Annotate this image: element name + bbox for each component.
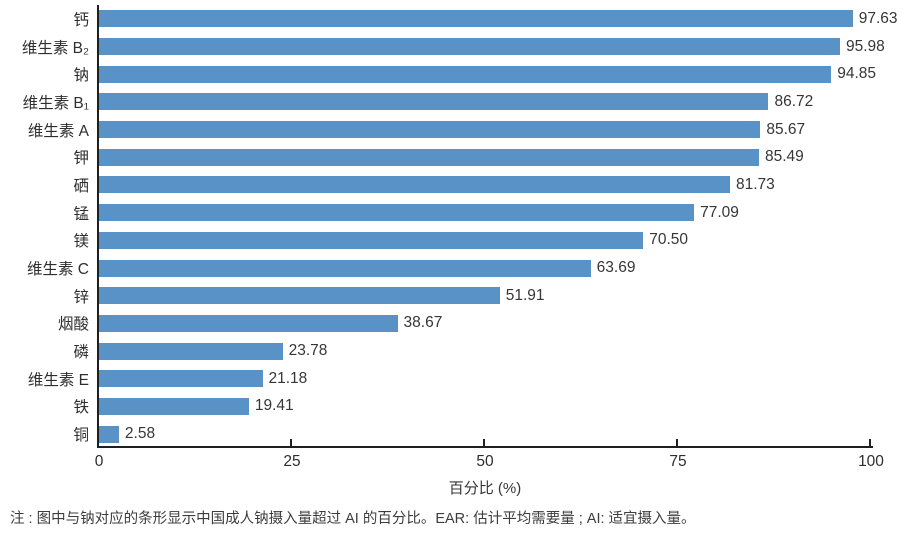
bar-track: 85.67	[99, 120, 871, 139]
bar-row: 铁 19.41	[0, 393, 908, 421]
value-label: 85.49	[764, 148, 804, 166]
bar-track: 81.73	[99, 175, 871, 194]
value-label: 94.85	[837, 65, 877, 83]
bar-row: 维生素 B₁ 86.72	[0, 88, 908, 116]
x-axis-line	[97, 446, 873, 448]
category-label: 硒	[73, 177, 89, 195]
value-label: 63.69	[596, 259, 636, 277]
value-label: 95.98	[845, 37, 885, 55]
bar-track: 70.50	[99, 231, 871, 249]
bar-track: 51.91	[99, 286, 871, 305]
x-tick-label: 100	[858, 453, 884, 470]
bar-row: 硒 81.73	[0, 171, 908, 199]
category-label: 锰	[73, 205, 89, 223]
bar	[99, 370, 263, 388]
x-tick-mark	[483, 439, 485, 446]
x-tick-label: 50	[476, 453, 494, 470]
y-axis-line	[97, 5, 99, 448]
value-label: 19.41	[254, 397, 294, 415]
value-label: 23.78	[288, 342, 328, 360]
category-label: 维生素 C	[26, 261, 89, 279]
category-label: 烟酸	[57, 316, 89, 334]
bar-row: 维生素 A 85.67	[0, 116, 908, 144]
bar-track: 97.63	[99, 10, 898, 28]
category-label: 铜	[73, 427, 89, 445]
bar	[99, 38, 840, 56]
bar-row: 维生素 E 21.18	[0, 365, 908, 393]
bar	[99, 231, 644, 249]
bar-track: 95.98	[99, 38, 885, 56]
bar-track: 86.72	[99, 92, 871, 111]
value-label: 21.18	[268, 369, 308, 387]
value-label: 86.72	[774, 92, 814, 110]
value-label: 81.73	[735, 175, 775, 193]
category-label: 钾	[73, 150, 89, 168]
value-label: 77.09	[700, 203, 739, 221]
x-axis-title: 百分比 (%)	[448, 480, 522, 497]
bar	[99, 93, 769, 111]
x-tick-label: 0	[94, 453, 104, 470]
bar	[99, 314, 398, 332]
bar-track: 63.69	[99, 259, 871, 277]
bar-row: 烟酸 38.67	[0, 310, 908, 338]
category-label: 锌	[73, 288, 89, 306]
value-label: 85.67	[766, 120, 806, 138]
x-tick-label: 25	[283, 453, 301, 470]
bar	[99, 397, 249, 415]
bar	[99, 259, 591, 277]
bar-row: 钙 97.63	[0, 5, 908, 33]
footnote: 注 : 图中与钠对应的条形显示中国成人钠摄入量超过 AI 的百分比。EAR: 估…	[10, 511, 696, 527]
bar-row: 维生素 C 63.69	[0, 254, 908, 282]
category-label: 镁	[73, 233, 89, 251]
category-label: 维生素 A	[27, 122, 89, 140]
bar-track: 77.09	[99, 203, 871, 222]
bar-row: 维生素 B₂ 95.98	[0, 33, 908, 61]
category-label: 钙	[73, 11, 89, 29]
bar-track: 23.78	[99, 342, 871, 360]
x-tick-mark	[676, 439, 678, 446]
value-label: 38.67	[403, 314, 443, 332]
bar-track: 94.85	[99, 65, 876, 83]
category-label: 铁	[73, 399, 89, 417]
bar	[99, 121, 761, 139]
x-tick-mark	[869, 439, 871, 446]
category-label: 钠	[73, 67, 89, 85]
bar-row: 磷 23.78	[0, 337, 908, 365]
bar	[99, 10, 853, 28]
x-tick-label: 75	[669, 453, 687, 470]
bar-row: 锌 51.91	[0, 282, 908, 310]
bar-track: 85.49	[99, 148, 871, 166]
bar	[99, 65, 832, 83]
bar	[99, 425, 119, 443]
category-label: 维生素 B₁	[22, 94, 89, 112]
value-label: 70.50	[649, 231, 689, 249]
bar-track: 19.41	[99, 397, 871, 415]
category-label: 维生素 B₂	[21, 39, 89, 57]
value-label: 97.63	[858, 9, 898, 27]
bar-track: 38.67	[99, 314, 871, 332]
bar-row: 锰 77.09	[0, 199, 908, 227]
value-label: 51.91	[505, 286, 545, 304]
bar	[99, 287, 500, 305]
bar	[99, 176, 730, 194]
category-label: 磷	[73, 344, 89, 362]
category-label: 维生素 E	[27, 371, 89, 389]
value-label: 2.58	[124, 425, 156, 443]
bar-row: 钾 85.49	[0, 143, 908, 171]
bar-track: 2.58	[99, 425, 871, 443]
bar-track: 21.18	[99, 369, 871, 388]
bar	[99, 148, 759, 166]
bar	[99, 204, 695, 222]
x-tick-mark	[290, 439, 292, 446]
bar-row: 镁 70.50	[0, 227, 908, 255]
bar-rows: 钙 97.63 维生素 B₂ 95.98 钠 94.85 维生素 B₁ 86.72 维生素 A 8…	[0, 5, 908, 448]
bar	[99, 342, 283, 360]
bar-row: 钠 94.85	[0, 60, 908, 88]
bar-row: 铜 2.58	[0, 420, 908, 448]
